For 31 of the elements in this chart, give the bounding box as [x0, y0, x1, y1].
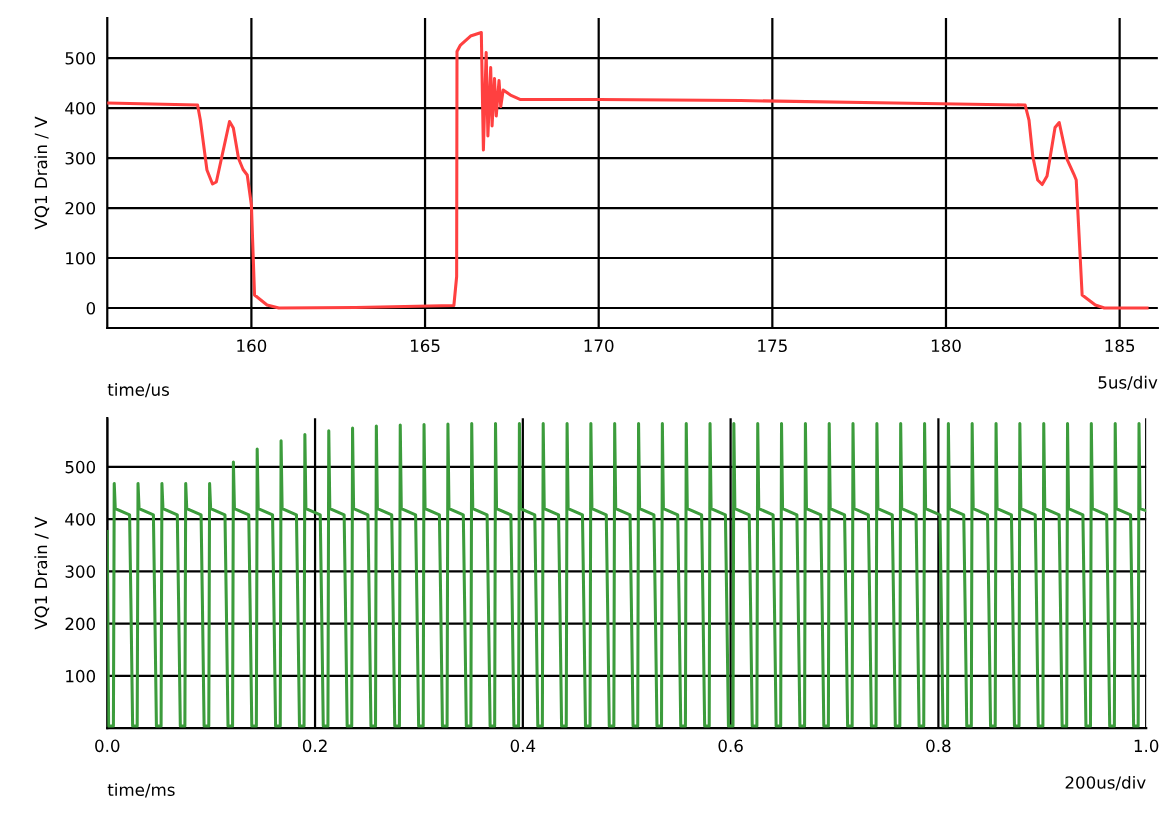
y-tick-label: 500: [65, 52, 96, 65]
y-axis-title: VQ1 Drain / V: [34, 516, 50, 630]
line-series: [107, 421, 1147, 728]
x-tick-label: 0.6: [718, 739, 743, 753]
y-tick-label: 300: [65, 565, 96, 578]
x-tick-label: 175: [758, 339, 787, 353]
y-tick-label: 200: [65, 617, 96, 631]
x-tick-label: 0.4: [510, 739, 536, 753]
text: 5us/div: [1098, 375, 1158, 390]
x-tick-label: 1.0: [1134, 739, 1159, 753]
x-tick-label: 180: [931, 339, 961, 353]
x-tick-label: 0.8: [926, 739, 951, 753]
y-tick-label: 500: [65, 460, 96, 474]
y-axis-title: VQ1 Drain / V: [34, 116, 50, 230]
y-tick-label: 200: [65, 201, 96, 215]
x-axis-title: time/ms: [107, 783, 175, 798]
text: 200us/div: [1065, 775, 1146, 791]
x-tick-label: 185: [1105, 339, 1135, 353]
x-tick-label: 165: [410, 339, 440, 353]
y-tick-label: 400: [65, 101, 96, 115]
y-tick-label: 300: [65, 151, 96, 165]
y-tick-label: 100: [66, 669, 96, 683]
y-tick-label: 400: [65, 513, 96, 526]
y-tick-label: 100: [66, 251, 96, 265]
x-axis-title: time/us: [107, 383, 169, 398]
y-tick-label: 0: [86, 301, 96, 315]
x-tick-label: 0.2: [302, 739, 327, 753]
line-series: [107, 31, 1149, 310]
x-tick-label: 0.0: [95, 739, 120, 753]
x-tick-label: 160: [237, 339, 267, 353]
x-tick-label: 170: [584, 339, 614, 353]
